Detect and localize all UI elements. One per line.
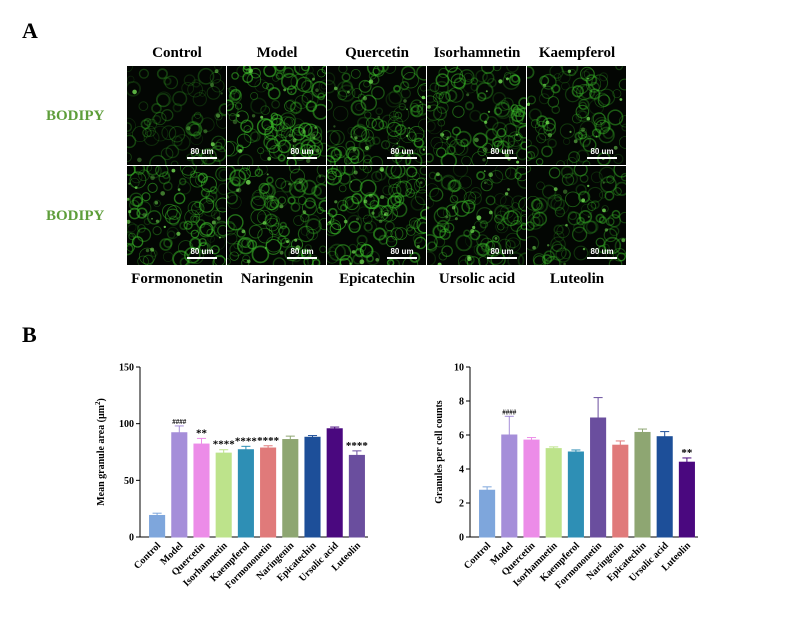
scale-bar-line [287,157,317,159]
microscopy-grid: 80 um 80 um 80 um 80 um 80 um 80 um 80 um 80 um… [127,66,627,266]
bar [304,436,321,538]
bar [501,434,518,538]
micrograph-tile: 80 um [527,166,626,265]
significance-marker: #### [172,418,187,426]
scale-bar-line [487,157,517,159]
significance-marker: **** [257,435,280,447]
bar [545,448,562,538]
chart-mean-granule-area: 0 50 100 150 Mean granule area (μm2) Control #… [94,363,369,592]
scale-bar-label: 80 um [590,147,614,156]
panel-a-letter: A [22,18,38,43]
x-tick-label: Control [462,540,493,571]
scale-bar-label: 80 um [490,247,514,256]
scale-bar-line [387,157,417,159]
micrograph-tile: 80 um [227,66,326,165]
scale-bar-line [487,257,517,259]
bar [612,444,629,538]
micrograph-tile: 80 um [327,66,426,165]
column-label-top: Quercetin [345,45,409,61]
y-tick-label: 10 [454,363,464,374]
y-tick-label: 6 [459,431,464,442]
micrograph-tile: 80 um [227,166,326,265]
y-tick-label: 0 [459,533,464,544]
bar [523,439,540,538]
column-label-bottom: Naringenin [240,271,314,287]
bar [171,432,188,538]
panel-b-letter: B [22,322,37,347]
significance-marker: **** [346,440,369,452]
scale-bar-line [187,257,217,259]
scale-bar-line [187,157,217,159]
significance-marker: ** [681,447,693,459]
scale-bar-line [587,157,617,159]
bar [215,452,232,538]
significance-marker: ** [196,427,208,439]
column-label-top: Isorhamnetin [433,45,521,61]
micrograph-tile: 80 um [527,66,626,165]
y-tick-label: 8 [459,397,464,408]
column-label-top: Control [152,45,202,61]
y-tick-label: 50 [124,476,134,487]
scale-bar-label: 80 um [290,147,314,156]
scale-bar: 80 um [487,148,517,159]
scale-bar: 80 um [287,148,317,159]
bar [567,451,584,538]
y-tick-label: 4 [459,465,464,476]
scale-bar: 80 um [587,248,617,259]
micrograph-tile: 80 um [427,66,526,165]
bar [193,443,210,538]
bar [348,454,365,538]
column-label-bottom: Luteolin [549,271,605,287]
row-label-bodipy-2: BODIPY [46,208,105,224]
y-tick-label: 2 [459,499,464,510]
y-tick-label: 100 [119,419,134,430]
micrograph-tile: 80 um [127,66,226,165]
bar [656,436,673,538]
significance-marker: **** [235,435,258,447]
bar [634,431,651,538]
micrograph-tile: 80 um [327,166,426,265]
bar [479,489,496,538]
bar [326,428,343,538]
scale-bar-label: 80 um [290,247,314,256]
y-tick-label: 150 [119,363,134,374]
bar [590,417,607,538]
bar [149,514,166,538]
scale-bar: 80 um [187,248,217,259]
column-label-bottom: Epicatechin [339,271,415,287]
scale-bar-line [287,257,317,259]
scale-bar-label: 80 um [590,247,614,256]
chart-granules-per-cell: 0 2 4 6 8 10 Granules per cell counts Control ##… [434,363,698,591]
bar [678,461,695,538]
column-label-top: Model [256,45,298,61]
scale-bar-line [587,257,617,259]
y-tick-label: 0 [129,533,134,544]
x-tick-label: Control [132,540,163,571]
bar [260,447,277,538]
scale-bar-label: 80 um [490,147,514,156]
scale-bar: 80 um [487,248,517,259]
bar [282,439,299,538]
scale-bar: 80 um [287,248,317,259]
y-axis-label: Mean granule area (μm2) [94,398,107,506]
micrograph-tile: 80 um [427,166,526,265]
micrograph-tile: 80 um [127,166,226,265]
row-label-bodipy-1: BODIPY [46,108,105,124]
scale-bar: 80 um [387,148,417,159]
scale-bar-label: 80 um [190,247,214,256]
column-label-bottom: Formononetin [131,271,223,287]
significance-marker: #### [502,408,517,416]
scale-bar-label: 80 um [390,247,414,256]
column-label-bottom: Ursolic acid [438,271,516,287]
scale-bar-label: 80 um [390,147,414,156]
scale-bar: 80 um [387,248,417,259]
scale-bar: 80 um [187,148,217,159]
scale-bar-label: 80 um [190,147,214,156]
column-label-top: Kaempferol [538,45,616,61]
scale-bar: 80 um [587,148,617,159]
scale-bar-line [387,257,417,259]
bar [237,449,254,538]
y-axis-label: Granules per cell counts [434,400,445,504]
significance-marker: **** [213,439,236,451]
